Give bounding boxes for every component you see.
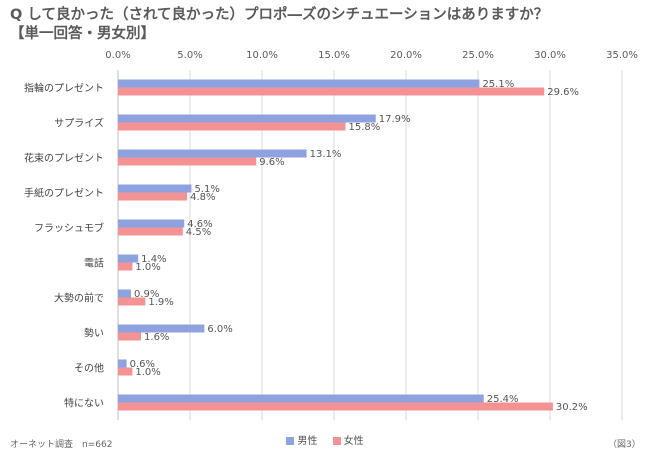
category-label: 電話: [84, 257, 104, 270]
bar-female: [118, 87, 545, 96]
category-label: 指輪のプレゼント: [24, 82, 104, 95]
x-tick-label: 30.0%: [534, 50, 566, 61]
data-label-male: 25.1%: [482, 79, 514, 90]
legend-item-female: 女性: [332, 432, 364, 447]
legend-item-male: 男性: [286, 432, 317, 447]
data-label-female: 15.8%: [349, 122, 381, 133]
data-label-male: 6.0%: [207, 324, 232, 335]
legend-swatch-male: [286, 437, 295, 445]
x-tick-label: 5.0%: [177, 50, 202, 61]
bar-male: [118, 79, 480, 88]
data-label-male: 1.4%: [141, 254, 166, 265]
data-label-male: 0.9%: [134, 289, 159, 300]
bar-female: [118, 192, 188, 201]
bar-male: [118, 289, 131, 298]
legend: 男性 女性: [0, 432, 650, 447]
legend-label-male: 男性: [297, 436, 318, 447]
bar-female: [118, 402, 553, 411]
bar-female: [118, 332, 142, 341]
data-label-male: 17.9%: [379, 114, 411, 125]
data-label-female: 30.2%: [556, 402, 588, 413]
x-tick-label: 20.0%: [390, 50, 422, 61]
data-label-female: 9.6%: [259, 157, 284, 168]
bar-male: [118, 219, 185, 228]
category-label: サプライズ: [54, 117, 104, 130]
bar-male: [118, 114, 376, 123]
chart-title: Q して良かった（されて良かった）プロポ―ズのシチュエーションはありますか？ 【…: [10, 6, 548, 44]
x-tick-label: 15.0%: [318, 50, 350, 61]
category-label: 勢い: [84, 327, 104, 340]
bar-female: [118, 122, 346, 131]
data-label-female: 1.6%: [144, 332, 169, 343]
data-label-female: 1.0%: [135, 262, 160, 273]
x-tick-label: 25.0%: [462, 50, 494, 61]
x-tick-label: 0.0%: [105, 50, 130, 61]
bar-female: [118, 367, 133, 376]
x-tick-label: 10.0%: [246, 50, 278, 61]
data-label-male: 4.6%: [187, 219, 212, 230]
data-label-female: 29.6%: [547, 87, 579, 98]
bar-female: [118, 262, 133, 271]
bar-female: [118, 227, 183, 236]
bar-male: [118, 324, 205, 333]
data-label-female: 1.0%: [135, 367, 160, 378]
bar-male: [118, 359, 127, 368]
category-label: フラッシュモブ: [34, 222, 104, 235]
category-label: 大勢の前で: [54, 292, 104, 305]
category-label: 花束のプレゼント: [24, 152, 104, 165]
bar-male: [118, 254, 139, 263]
legend-label-female: 女性: [343, 436, 364, 447]
data-label-male: 5.1%: [194, 184, 219, 195]
bar-female: [118, 157, 257, 166]
legend-swatch-female: [332, 437, 341, 445]
data-label-female: 1.9%: [148, 297, 173, 308]
data-label-female: 4.5%: [186, 227, 211, 238]
source-note: オーネット調査 n=662: [10, 440, 113, 450]
data-label-male: 0.6%: [130, 359, 155, 370]
data-label-male: 13.1%: [310, 149, 342, 160]
x-tick-label: 35.0%: [606, 50, 638, 61]
category-label: 特にない: [64, 398, 104, 410]
bar-male: [118, 184, 192, 193]
title-line-2: 【単一回答・男女別】: [10, 26, 155, 42]
category-label: 手紙のプレゼント: [24, 187, 104, 200]
bar-male: [118, 149, 307, 158]
bar-male: [118, 394, 484, 403]
figure-number: （図3）: [608, 440, 641, 450]
data-label-female: 4.8%: [190, 192, 215, 203]
bar-female: [118, 297, 146, 306]
category-label: その他: [74, 362, 104, 375]
title-line-1: Q して良かった（されて良かった）プロポ―ズのシチュエーションはありますか？: [10, 7, 549, 23]
data-label-male: 25.4%: [487, 394, 519, 405]
